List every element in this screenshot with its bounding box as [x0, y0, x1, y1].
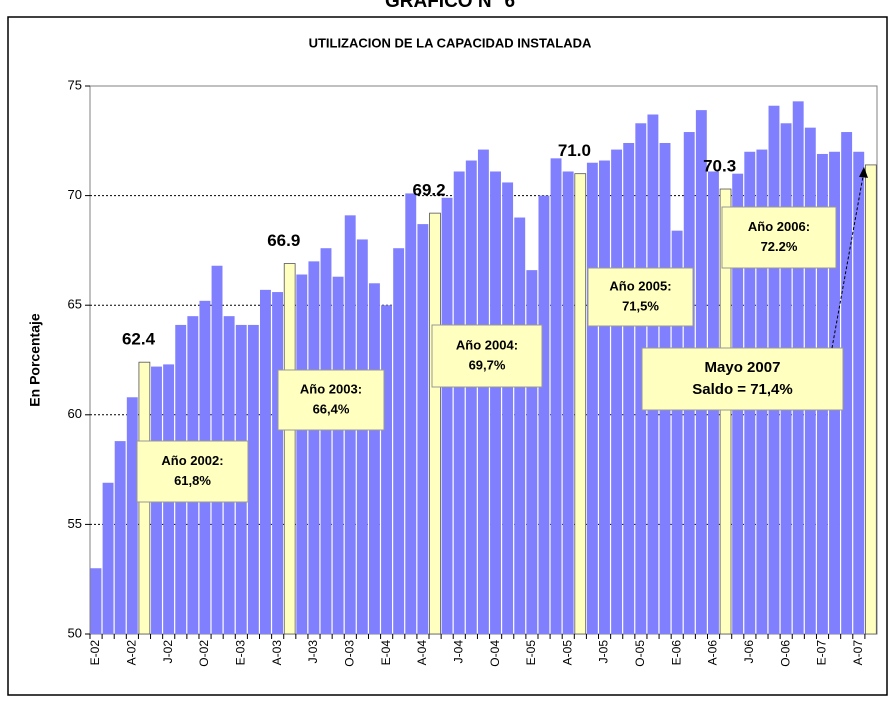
y-tick-label: 50 — [68, 625, 82, 640]
bar — [308, 261, 320, 634]
bar — [114, 441, 126, 634]
annotation-box — [277, 369, 385, 431]
bar — [405, 193, 417, 634]
bar — [526, 270, 538, 634]
bar — [441, 197, 453, 635]
annotation-text: 69,7% — [469, 357, 506, 372]
x-tick-label: A-07 — [851, 640, 865, 666]
arrow-head — [859, 166, 868, 178]
chart-title: UTILIZACION DE LA CAPACIDAD INSTALADA — [309, 35, 592, 50]
x-tick-label: O-02 — [197, 640, 211, 667]
annotation-box — [587, 267, 694, 327]
bar — [490, 171, 501, 634]
x-tick-label: E-03 — [234, 640, 248, 666]
bar — [332, 276, 344, 634]
y-tick-label: 60 — [68, 406, 82, 421]
bar — [611, 149, 623, 634]
annotation-text: Mayo 2007 — [705, 359, 781, 376]
bar — [368, 283, 380, 634]
x-tick-label: J-03 — [306, 640, 320, 664]
x-tick-label: A-03 — [270, 640, 284, 666]
bar — [356, 239, 368, 634]
y-tick-label: 75 — [68, 77, 82, 92]
bar — [841, 132, 853, 635]
bar — [393, 248, 405, 634]
annotation-text: Saldo = 71,4% — [692, 381, 792, 398]
bar — [296, 274, 308, 634]
x-tick-label: O-03 — [342, 640, 356, 667]
annotation-text: Año 2004: — [456, 337, 518, 352]
bar — [477, 149, 489, 634]
y-axis-label: En Porcentaje — [27, 313, 43, 407]
bar — [538, 195, 550, 634]
annotation-text: 71,5% — [622, 298, 659, 313]
bar — [453, 171, 465, 634]
x-tick-label: E-05 — [524, 640, 538, 666]
x-tick-label: O-06 — [778, 640, 792, 667]
x-tick-label: O-04 — [488, 640, 502, 667]
value-label: 70.3 — [703, 157, 736, 176]
x-tick-label: A-04 — [415, 640, 429, 666]
bar — [853, 151, 865, 634]
y-tick-label: 65 — [68, 297, 82, 312]
value-label: 69.2 — [413, 181, 446, 200]
y-tick-label: 70 — [68, 187, 82, 202]
bar — [671, 230, 683, 634]
annotation-box — [721, 206, 837, 269]
bar — [574, 173, 587, 635]
x-tick-label: J-05 — [597, 640, 611, 664]
bar — [623, 142, 635, 634]
value-label: 71.0 — [558, 141, 591, 160]
bar — [320, 248, 332, 634]
y-tick-label: 55 — [68, 516, 82, 531]
x-tick-label: E-06 — [669, 640, 683, 666]
bar — [381, 305, 392, 634]
bar — [514, 217, 526, 634]
bar — [102, 482, 114, 634]
annotation-text: 66,4% — [313, 401, 350, 416]
bar — [283, 263, 296, 635]
annotation-box — [431, 324, 543, 388]
bar — [90, 568, 102, 634]
x-tick-label: J-02 — [161, 640, 175, 664]
annotation-text: Año 2005: — [609, 278, 671, 293]
x-tick-label: J-06 — [742, 640, 756, 664]
bar — [417, 224, 429, 634]
bar — [635, 123, 647, 634]
bar — [247, 324, 259, 634]
bar — [272, 292, 284, 634]
annotation-text: Año 2006: — [748, 219, 810, 234]
bar — [502, 182, 514, 634]
bar — [719, 188, 732, 635]
x-tick-label: O-05 — [633, 640, 647, 667]
x-tick-label: E-07 — [815, 640, 829, 666]
x-tick-label: E-02 — [88, 640, 102, 666]
value-label: 66.9 — [267, 231, 300, 250]
bar — [260, 289, 271, 634]
chart-header: GRAFICO N° 6 — [385, 0, 515, 12]
annotation-text: 61,8% — [174, 473, 211, 488]
bar — [550, 158, 562, 634]
value-label: 62.4 — [122, 330, 156, 349]
bar — [599, 160, 610, 634]
bar — [586, 162, 598, 634]
bar — [465, 160, 477, 634]
annotation-text: Año 2003: — [300, 381, 362, 396]
bar — [429, 212, 441, 635]
x-tick-label: A-05 — [560, 640, 574, 666]
annotation-text: Año 2002: — [161, 453, 223, 468]
x-tick-label: A-06 — [706, 640, 720, 666]
bar — [126, 397, 138, 634]
x-tick-label: E-04 — [379, 640, 393, 666]
x-tick-label: J-04 — [451, 640, 465, 664]
bar — [562, 171, 574, 634]
annotation-box — [136, 440, 249, 503]
bar — [864, 164, 877, 635]
annotation-text: 72.2% — [761, 239, 798, 254]
x-tick-label: A-02 — [125, 640, 139, 666]
annotation-box — [641, 347, 844, 411]
